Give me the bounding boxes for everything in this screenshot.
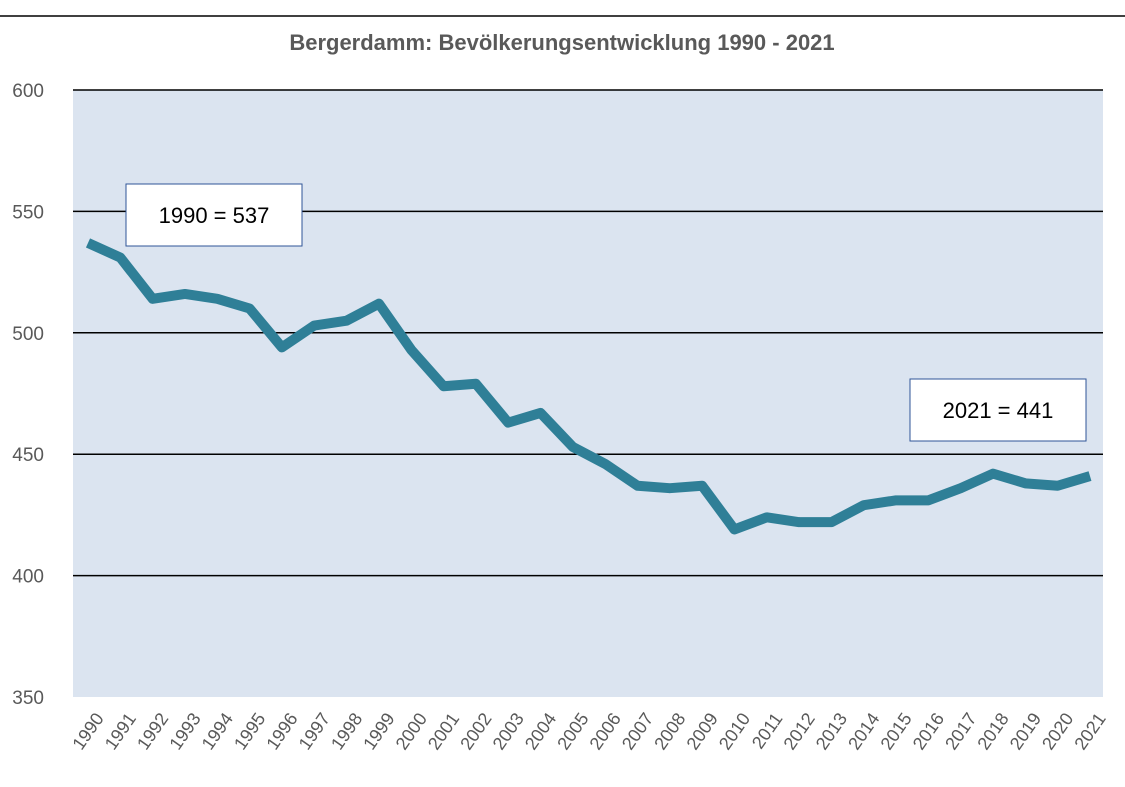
y-tick-label: 600	[12, 81, 44, 102]
x-tick-label: 1997	[295, 709, 334, 753]
x-tick-label: 2011	[748, 709, 787, 752]
x-tick-label: 2006	[586, 709, 625, 753]
x-tick-label: 2019	[1006, 709, 1045, 753]
x-tick-label: 2017	[941, 709, 980, 753]
y-tick-label: 550	[12, 202, 44, 223]
x-tick-label: 2003	[489, 709, 528, 753]
x-tick-label: 1995	[230, 709, 269, 753]
y-tick-label: 500	[12, 324, 44, 345]
data-line	[85, 238, 1092, 535]
x-tick-label: 2013	[812, 709, 851, 753]
x-tick-label: 2000	[392, 709, 431, 753]
x-tick-label: 1990	[68, 709, 107, 753]
x-tick-label: 2005	[553, 709, 592, 753]
x-tick-label: 1992	[133, 709, 172, 753]
x-tick-label: 2014	[844, 709, 883, 753]
x-tick-label: 2021	[1070, 709, 1109, 753]
x-tick-label: 2012	[780, 709, 819, 753]
x-tick-label: 2010	[715, 709, 754, 753]
x-tick-label: 2009	[683, 709, 722, 753]
y-tick-label: 350	[12, 688, 44, 709]
x-tick-label: 1996	[262, 709, 301, 753]
y-tick-label: 400	[12, 567, 44, 588]
annotation-box	[125, 183, 303, 247]
x-tick-label: 1999	[359, 709, 398, 753]
annotation-box	[909, 378, 1087, 442]
x-tick-label: 1993	[165, 709, 204, 753]
x-tick-label: 2020	[1038, 709, 1077, 753]
chart-title: Bergerdamm: Bevölkerungsentwicklung 1990…	[289, 30, 834, 55]
annotation: 1990 = 537	[159, 203, 270, 228]
x-tick-label: 2004	[521, 709, 560, 753]
x-tick-label: 2007	[618, 709, 657, 753]
x-tick-label: 1991	[101, 709, 140, 753]
annotation: 2021 = 441	[943, 398, 1054, 423]
x-tick-label: 2008	[650, 709, 689, 753]
x-tick-label: 2002	[456, 709, 495, 753]
x-tick-label: 2015	[876, 709, 915, 753]
x-tick-label: 1998	[327, 709, 366, 753]
x-tick-label: 2018	[973, 709, 1012, 753]
x-tick-label: 2001	[424, 709, 463, 753]
x-tick-label: 1994	[198, 709, 237, 753]
x-tick-label: 2016	[909, 709, 948, 753]
y-tick-label: 450	[12, 445, 44, 466]
